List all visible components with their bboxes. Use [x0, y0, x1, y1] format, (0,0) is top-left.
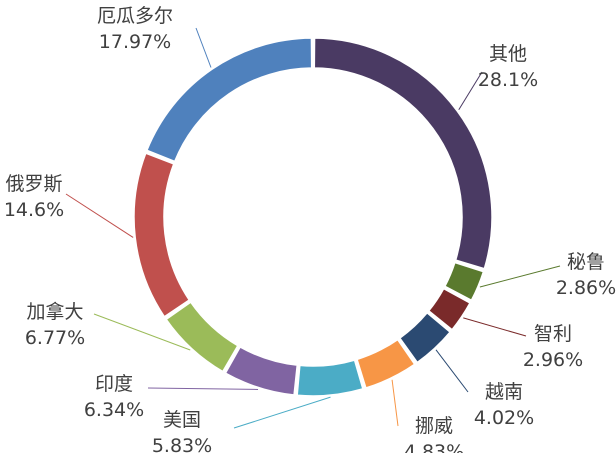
slice-4: [398, 311, 452, 364]
leader-line-5: [391, 379, 399, 427]
slice-name-label: 加拿大: [26, 300, 83, 323]
slice-value-label: 6.34%: [84, 399, 144, 421]
slice-value-label: 2.96%: [523, 349, 583, 371]
leader-line-1: [458, 71, 483, 110]
leader-line-7: [147, 387, 259, 390]
slice-name-label: 厄瓜多尔: [97, 5, 173, 27]
leader-line-4: [435, 349, 469, 393]
slice-1: [313, 37, 493, 270]
slice-8: [165, 301, 239, 373]
slice-3: [427, 287, 472, 331]
leader-line-9: [65, 193, 134, 238]
slice-value-label: 2.86%: [556, 277, 616, 299]
leader-line-10: [195, 27, 212, 68]
slice-name-label: 智利: [534, 323, 572, 345]
slice-name-label: 越南: [485, 381, 523, 403]
slice-7: [224, 345, 299, 396]
slice-value-label: 4.02%: [474, 407, 534, 429]
slice-name-label: 印度: [95, 373, 133, 395]
leader-line-6: [233, 396, 331, 429]
slice-value-label: 4.83%: [404, 441, 464, 453]
slice-value-label: 28.1%: [478, 69, 538, 91]
leader-line-3: [463, 317, 527, 337]
slice-5: [356, 338, 416, 389]
slice-name-label: 秘鲁: [567, 251, 605, 273]
leader-line-8: [93, 313, 191, 351]
slice-name-label: 挪威: [415, 415, 453, 437]
slice-2: [443, 261, 485, 302]
slice-value-label: 17.97%: [99, 31, 171, 53]
slice-9: [133, 152, 191, 318]
slice-value-label: 14.6%: [4, 199, 64, 221]
slice-name-label: 其他: [489, 43, 527, 65]
slice-10: [145, 37, 313, 163]
slice-name-label: 美国: [163, 409, 201, 431]
slice-6: [296, 359, 364, 397]
slice-value-label: 6.77%: [25, 327, 85, 349]
slice-value-label: 5.83%: [152, 435, 212, 453]
leader-line-2: [479, 265, 561, 288]
slice-name-label: 俄罗斯: [5, 173, 62, 195]
